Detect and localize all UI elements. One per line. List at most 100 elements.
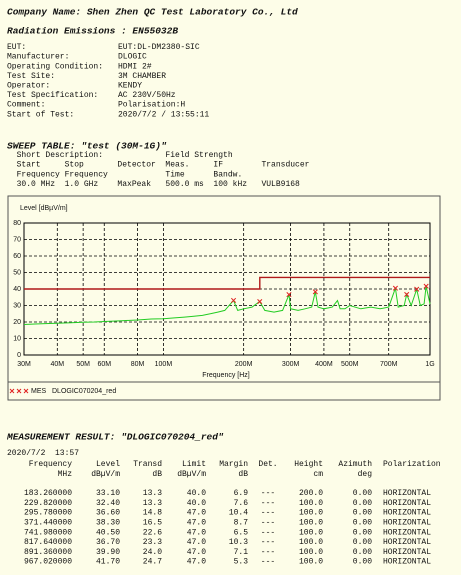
column-header: Polarization <box>383 460 441 469</box>
x-tick-label: 300M <box>282 361 300 368</box>
series-line <box>23 286 431 325</box>
measurement-title: MEASUREMENT RESULT: "DLOGIC070204_red" <box>6 432 224 443</box>
table-cell: HORIZONTAL <box>383 538 431 547</box>
table-cell: 47.0 <box>187 528 206 537</box>
info-label: Test Specification: <box>7 91 98 100</box>
info-label: Manufacturer: <box>7 53 69 62</box>
table-cell: 0.00 <box>353 558 372 567</box>
column-header: Level <box>96 460 120 469</box>
x-tick-label: 60M <box>97 361 111 368</box>
marker <box>392 285 399 291</box>
x-tick-label: 1G <box>425 361 434 368</box>
legend-file: DLOGIC070204_red <box>52 388 116 395</box>
table-cell: 967.020000 <box>24 558 72 567</box>
test-name: Radiation Emissions : EN55032B <box>7 26 178 37</box>
x-tick-label: 100M <box>155 361 173 368</box>
column-header: dB <box>152 470 162 479</box>
table-cell: 0.00 <box>353 538 372 547</box>
table-cell: HORIZONTAL <box>383 558 431 567</box>
table-cell: 47.0 <box>187 509 206 518</box>
sweep-line: 30.0 MHz 1.0 GHz MaxPeak 500.0 ms 100 kH… <box>7 180 300 189</box>
marker <box>404 291 410 297</box>
column-header: Margin <box>219 460 248 469</box>
sweep-line: Short Description: Field Strength <box>7 151 233 160</box>
table-cell: 100.0 <box>299 528 323 537</box>
table-cell: 7.1 <box>234 548 249 557</box>
table-cell: 741.980000 <box>24 528 72 537</box>
y-tick-label: 60 <box>13 253 21 260</box>
table-cell: 7.6 <box>234 499 249 508</box>
table-cell: 16.5 <box>143 519 162 528</box>
table-cell: 200.0 <box>299 489 323 498</box>
legend-entry: MES <box>31 388 47 395</box>
table-cell: HORIZONTAL <box>383 499 431 508</box>
chart-frame <box>7 195 441 401</box>
series-line <box>24 276 430 290</box>
table-cell: 10.3 <box>229 538 248 547</box>
table-cell: 8.7 <box>234 519 249 528</box>
table-cell: --- <box>261 489 275 498</box>
marker <box>257 298 263 305</box>
table-cell: HORIZONTAL <box>383 509 431 518</box>
info-value: HDMI 2# <box>118 62 152 71</box>
info-label: Comment: <box>7 101 45 110</box>
column-header: Transd <box>133 460 162 469</box>
x-axis-label: Frequency [Hz] <box>202 372 250 379</box>
table-cell: 183.260000 <box>24 489 72 498</box>
column-header: Det. <box>258 460 277 469</box>
legend-symbol <box>9 388 15 394</box>
table-cell: 47.0 <box>187 519 206 528</box>
info-label: EUT: <box>7 43 26 52</box>
table-cell: --- <box>261 499 275 508</box>
info-value: EUT:DL-DM2380-SIC <box>118 43 200 52</box>
table-cell: 47.0 <box>187 558 206 567</box>
marker <box>414 286 420 292</box>
table-cell: HORIZONTAL <box>383 489 431 498</box>
table-cell: 100.0 <box>299 499 323 508</box>
x-tick-label: 200M <box>235 361 253 368</box>
table-cell: --- <box>261 548 275 557</box>
info-label: Start of Test: <box>7 110 74 119</box>
table-cell: 36.70 <box>96 538 120 547</box>
info-value: KENDY <box>118 82 142 91</box>
info-value: AC 230V/50Hz <box>118 91 176 100</box>
company: Company Name: Shen Zhen QC Test Laborato… <box>7 7 298 18</box>
table-cell: 6.9 <box>234 489 249 498</box>
info-label: Operating Condition: <box>7 62 103 71</box>
table-cell: 10.4 <box>229 509 248 518</box>
y-tick-label: 80 <box>13 220 21 227</box>
table-cell: 100.0 <box>299 538 323 547</box>
info-value: Polarisation:H <box>118 101 185 110</box>
x-tick-label: 40M <box>50 361 64 368</box>
column-header: dB <box>238 470 248 479</box>
table-cell: 22.6 <box>143 528 162 537</box>
table-cell: 32.40 <box>96 499 120 508</box>
table-cell: 41.70 <box>96 558 120 567</box>
table-cell: 39.90 <box>96 548 120 557</box>
column-header: cm <box>313 470 323 479</box>
table-cell: --- <box>261 528 275 537</box>
table-cell: --- <box>261 538 275 547</box>
table-cell: 24.7 <box>143 558 162 567</box>
table-cell: 38.30 <box>96 519 120 528</box>
sweep-line: Start Stop Detector Meas. IF Transducer <box>7 161 310 170</box>
info-label: Test Site: <box>7 72 55 81</box>
y-tick-label: 40 <box>13 286 21 293</box>
table-cell: 5.3 <box>234 558 249 567</box>
table-cell: 24.0 <box>143 548 162 557</box>
table-cell: 40.0 <box>187 499 206 508</box>
table-cell: HORIZONTAL <box>383 528 431 537</box>
table-cell: 371.440000 <box>24 519 72 528</box>
marker <box>423 283 429 289</box>
y-tick-label: 20 <box>13 319 21 326</box>
table-cell: 47.0 <box>187 548 206 557</box>
table-cell: 100.0 <box>299 519 323 528</box>
info-value: 2020/7/2 / 13:55:11 <box>118 110 209 119</box>
sweep-title: SWEEP TABLE: "test (30M-1G)" <box>7 141 167 152</box>
y-tick-label: 50 <box>13 269 21 276</box>
table-cell: 13.3 <box>143 489 162 498</box>
table-cell: 0.00 <box>353 489 372 498</box>
table-cell: HORIZONTAL <box>383 548 431 557</box>
info-value: 3M CHAMBER <box>118 72 166 81</box>
